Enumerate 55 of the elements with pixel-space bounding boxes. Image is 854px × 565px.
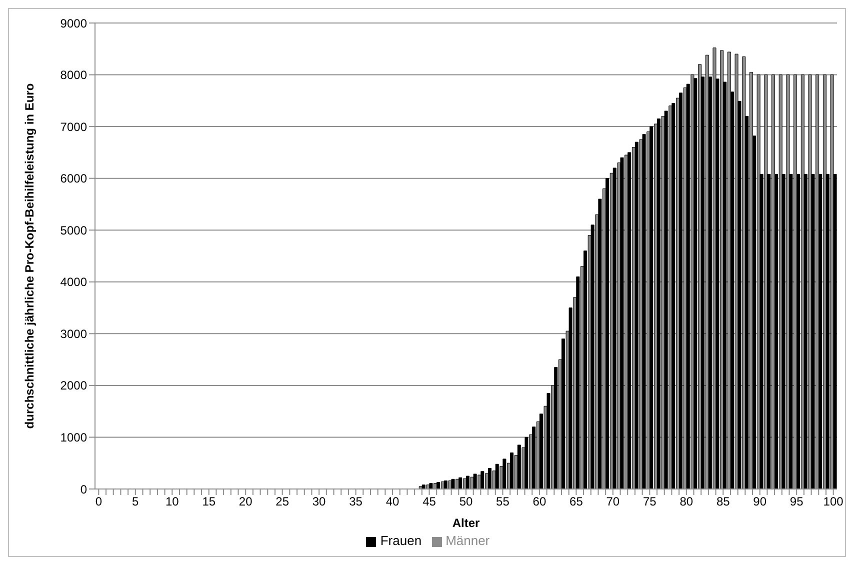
y-tick-label: 7000 xyxy=(60,120,88,134)
y-tick-label: 8000 xyxy=(60,68,88,82)
x-tick-label: 30 xyxy=(312,494,326,509)
y-axis-title: durchschnittliche jährliche Pro-Kopf-Beihilfeleistung in Euro xyxy=(22,83,36,429)
bar xyxy=(517,444,521,489)
y-tick-label: 2000 xyxy=(60,378,88,393)
x-tick-label: 65 xyxy=(570,494,584,509)
x-tick-label: 75 xyxy=(642,494,657,509)
x-tick-label: 20 xyxy=(238,494,253,509)
x-tick-label: 60 xyxy=(532,494,546,509)
x-tick-label: 10 xyxy=(165,494,180,509)
legend-label: Männer xyxy=(446,533,490,548)
x-tick-label: 70 xyxy=(606,494,620,509)
x-tick-label: 15 xyxy=(202,494,216,509)
bar xyxy=(495,464,499,489)
y-tick-label: 0 xyxy=(80,482,88,496)
bar xyxy=(451,478,455,489)
x-tick-label: 80 xyxy=(680,494,694,509)
bar xyxy=(480,471,484,489)
x-tick-label: 5 xyxy=(132,494,140,509)
bar xyxy=(656,118,660,489)
bar xyxy=(642,134,646,489)
bar xyxy=(422,484,426,489)
x-tick-label: 90 xyxy=(753,494,767,509)
x-tick-label: 55 xyxy=(496,494,510,509)
bar xyxy=(466,476,470,489)
x-tick-label: 25 xyxy=(276,494,290,509)
x-tick-label: 35 xyxy=(349,494,363,509)
bar xyxy=(502,458,506,489)
bar xyxy=(436,482,440,489)
x-tick-label: 50 xyxy=(459,494,473,509)
bar xyxy=(650,126,654,489)
bar xyxy=(620,157,624,489)
bar xyxy=(524,436,528,489)
bar xyxy=(510,452,514,489)
y-tick-label: 9000 xyxy=(60,16,88,30)
bar xyxy=(488,468,492,489)
legend-label: Frauen xyxy=(380,533,422,548)
bar xyxy=(634,142,638,489)
y-tick-label: 3000 xyxy=(60,326,88,341)
bar xyxy=(444,480,448,489)
x-tick-label: 0 xyxy=(95,494,102,509)
bar xyxy=(429,483,433,489)
bar xyxy=(473,474,477,489)
x-tick-label: 40 xyxy=(386,494,400,509)
x-tick-label: 95 xyxy=(790,494,804,509)
x-tick-label: 45 xyxy=(422,494,436,509)
bar xyxy=(458,477,462,489)
y-tick-label: 5000 xyxy=(60,223,88,238)
y-tick-label: 1000 xyxy=(60,430,88,444)
x-tick-label: 85 xyxy=(716,494,730,509)
x-axis-title: Alter xyxy=(452,516,480,530)
y-tick-label: 4000 xyxy=(60,275,88,290)
y-tick-label: 6000 xyxy=(60,172,88,186)
x-tick-label: 100 xyxy=(823,494,844,509)
